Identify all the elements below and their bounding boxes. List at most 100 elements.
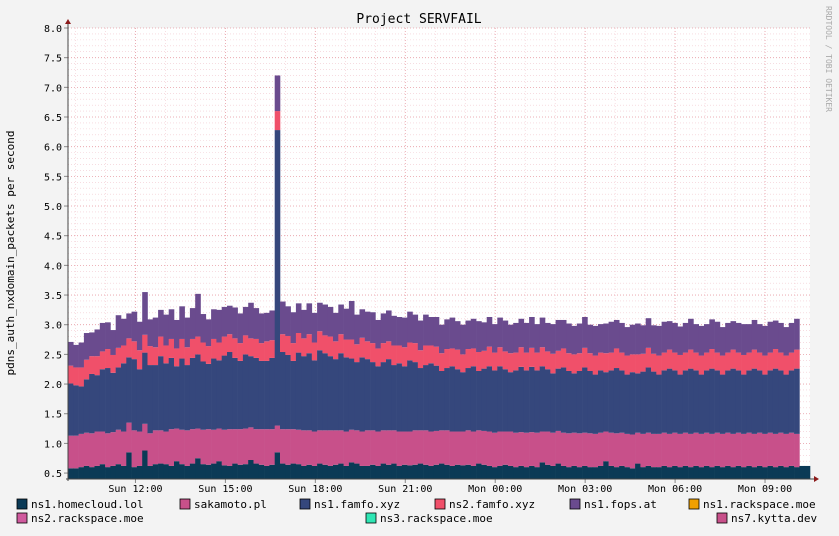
bar-segment [698,325,705,356]
bar-segment [545,431,551,465]
bar-segment [688,318,694,350]
bar-segment [444,430,450,465]
bar-segment [772,320,779,350]
bar-segment [338,353,344,431]
bar-segment [629,468,636,479]
legend-label: ns2.rackspace.moe [31,512,144,525]
bar-segment [253,357,260,430]
bar-segment [661,432,668,466]
bar-segment [285,354,291,430]
bar-segment [719,327,726,356]
bar-segment [794,433,800,468]
bar-segment [476,321,482,353]
bar-segment [746,370,752,433]
bar-segment [640,433,646,468]
bar-segment [343,465,350,479]
bar-segment [401,347,408,367]
bar-segment [237,313,244,344]
bar-segment [454,431,461,465]
bar-segment [762,433,768,468]
bar-segment [211,429,217,464]
bar-segment [412,362,419,431]
bar-segment [205,464,212,479]
bar-segment [613,467,620,479]
bar-segment [412,343,419,363]
bar-segment [131,341,138,360]
bar-segment [370,343,376,363]
bar-segment [433,464,440,479]
bar-segment [264,429,270,466]
bar-segment [285,335,291,355]
bar-segment [396,431,403,466]
bar-segment [295,303,302,334]
bar-segment [513,370,519,433]
bar-segment [725,465,731,479]
bar-segment [152,347,159,366]
bar-segment [216,342,222,361]
bar-segment [757,432,763,466]
y-tick-label: 1.5 [44,410,62,421]
bar-segment [486,431,493,466]
bar-segment [587,353,593,371]
bar-segment [513,432,519,468]
bar-segment [513,322,519,353]
bar-segment [545,369,551,432]
bar-segment [343,357,350,432]
bar-segment [767,352,774,371]
bar-segment [99,464,106,479]
bar-segment [359,309,366,338]
bar-segment [317,331,323,351]
bar-segment [110,465,116,479]
bar-segment [386,341,392,360]
bar-segment [184,430,191,466]
bar-segment [253,429,260,464]
bar-segment [454,349,461,370]
bar-segment [677,374,684,434]
bar-segment [168,357,175,430]
bar-segment [534,467,540,479]
bar-segment [163,363,169,432]
bar-segment [121,318,127,346]
bar-segment [131,467,138,479]
bar-segment [290,360,297,430]
bar-segment [253,463,260,479]
bar-segment [68,468,74,479]
bar-segment [311,312,318,343]
bar-segment [772,368,779,434]
bar-segment [322,353,328,431]
bar-segment [242,354,249,429]
bar-segment [152,365,159,431]
bar-segment [539,347,546,367]
bar-segment [619,352,625,371]
bar-segment [68,435,74,469]
bar-segment [179,464,185,479]
bar-segment [338,334,344,354]
y-tick-label: 5.5 [44,172,62,183]
bar-segment [189,463,196,479]
bar-segment [460,354,466,373]
bar-segment [359,357,366,432]
bar-segment [439,324,445,354]
bar-segment [725,432,731,466]
bar-segment [227,305,233,335]
bar-segment [89,373,95,434]
bar-segment [698,467,705,479]
bar-segment [407,342,413,361]
y-tick-label: 4.5 [44,232,62,243]
bar-segment [507,465,514,479]
bar-segment [258,429,265,465]
bar-segment [741,354,747,375]
bar-segment [333,359,339,431]
bar-segment [364,465,371,479]
bar-segment [677,433,684,468]
bar-segment [507,324,514,354]
bar-segment [237,343,244,361]
bar-segment [624,355,631,375]
x-tick-label: Mon 00:00 [468,484,522,495]
bar-segment [714,321,721,353]
bar-segment [704,352,710,371]
bar-segment [481,350,487,369]
bar-segment [746,324,752,353]
bar-segment [142,423,148,451]
